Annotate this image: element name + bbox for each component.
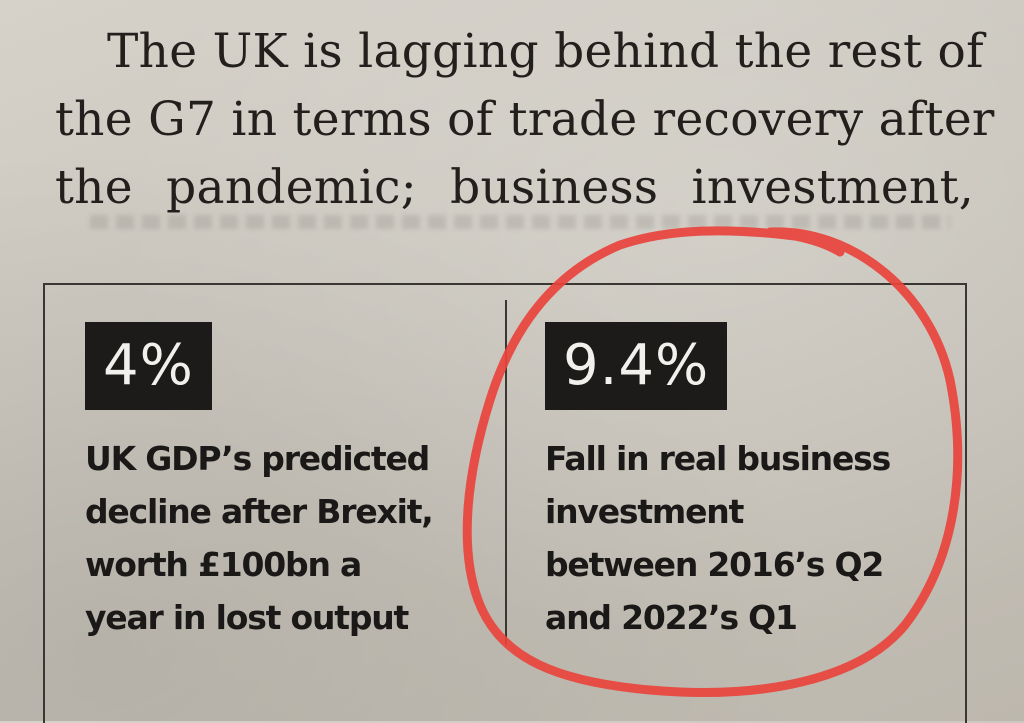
stat-gdp: 4% UK GDP’s predicted decline after Brex… <box>85 322 434 644</box>
stat-description-line: worth £100bn a <box>85 545 362 584</box>
stat-description: Fall in real business investment between… <box>545 432 891 644</box>
stat-description: UK GDP’s predicted decline after Brexit,… <box>85 432 434 644</box>
article-line: The UK is lagging behind the rest of <box>107 24 984 79</box>
stat-description-line: UK GDP’s predicted <box>85 439 430 478</box>
article-line: the G7 in terms of trade recovery after <box>55 92 995 147</box>
stat-description-line: decline after Brexit, <box>85 492 434 531</box>
stat-description-line: Fall in real business <box>545 439 891 478</box>
stats-divider <box>505 300 507 645</box>
stat-description-line: between 2016’s Q2 <box>545 545 884 584</box>
stat-business-investment: 9.4% Fall in real business investment be… <box>545 322 891 644</box>
article-paragraph: The UK is lagging behind the rest of the… <box>55 18 995 222</box>
stat-value-badge: 4% <box>85 322 212 410</box>
stat-description-line: investment <box>545 492 744 531</box>
article-line: the pandemic; business investment, <box>55 160 975 215</box>
bleed-through-text <box>90 215 950 229</box>
stat-description-line: year in lost output <box>85 598 409 637</box>
stat-value-badge: 9.4% <box>545 322 728 410</box>
stat-description-line: and 2022’s Q1 <box>545 598 798 637</box>
